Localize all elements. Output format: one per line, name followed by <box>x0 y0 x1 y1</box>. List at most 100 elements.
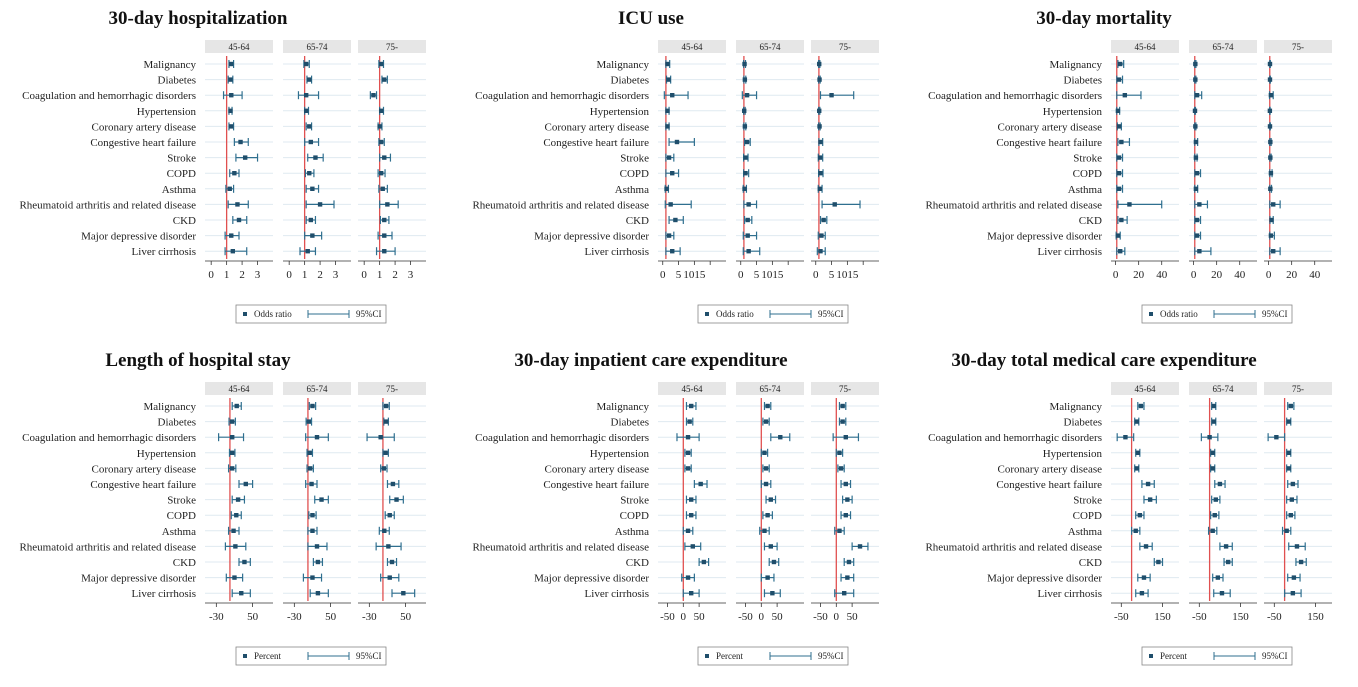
point-estimate <box>665 124 670 129</box>
point-estimate <box>235 202 240 207</box>
category-label: Hypertension <box>137 106 197 118</box>
point-estimate <box>762 450 767 455</box>
point-estimate <box>817 108 822 113</box>
point-estimate <box>228 108 233 113</box>
chart-title: 30-day mortality <box>1036 8 1172 29</box>
x-tick-label: -50 <box>1114 611 1129 623</box>
point-estimate <box>742 186 747 191</box>
point-estimate <box>238 139 243 145</box>
x-tick-label: -50 <box>1192 611 1207 623</box>
point-estimate <box>745 217 750 223</box>
point-estimate <box>845 497 850 502</box>
point-estimate <box>843 513 848 518</box>
point-estimate <box>1286 419 1291 424</box>
category-label: Diabetes <box>611 417 649 429</box>
category-label: Asthma <box>615 526 649 538</box>
point-estimate <box>394 497 399 502</box>
panel-45-64: 45-64 -50 0 50 <box>658 382 726 623</box>
point-estimate <box>1119 217 1124 223</box>
point-estimate <box>1223 544 1229 549</box>
point-estimate <box>668 202 673 207</box>
category-label: Rheumatoid arthritis and related disease <box>472 199 649 211</box>
point-estimate <box>1194 93 1200 98</box>
panel-45-64: 45-64 -50 150 <box>1111 382 1179 623</box>
x-tick-label: 50 <box>772 611 784 623</box>
category-label: Asthma <box>615 184 649 196</box>
point-estimate <box>1122 93 1128 98</box>
x-tick-label: 5 <box>829 269 835 281</box>
x-tick-label: 20 <box>1133 269 1145 281</box>
legend: Odds ratio 95%CI <box>1141 304 1293 324</box>
category-label: COPD <box>167 168 196 180</box>
x-tick-label: 0 <box>738 269 744 281</box>
legend-label-estimate: Odds ratio <box>254 309 292 319</box>
point-estimate <box>817 186 823 191</box>
point-estimate <box>837 450 842 455</box>
point-estimate <box>1271 202 1276 207</box>
point-estimate <box>378 435 383 440</box>
category-label: Asthma <box>162 184 196 196</box>
point-estimate <box>1193 186 1199 191</box>
point-estimate <box>1274 435 1279 440</box>
point-estimate <box>742 124 748 129</box>
panel-header: 45-64 <box>229 42 250 52</box>
x-tick-label: 150 <box>1154 611 1171 623</box>
point-estimate <box>229 61 234 67</box>
panel-header-strip <box>1189 382 1257 395</box>
point-estimate <box>383 419 389 424</box>
panel-header: 45-64 <box>682 42 703 52</box>
point-estimate <box>307 171 312 176</box>
point-estimate <box>230 249 236 254</box>
category-label: Hypertension <box>1043 106 1103 118</box>
category-label: Coronary artery disease <box>92 121 197 133</box>
point-estimate <box>389 559 395 565</box>
x-tick-label: 2 <box>317 269 323 281</box>
category-label: CKD <box>173 557 196 569</box>
point-estimate <box>230 419 235 424</box>
x-tick-label: 1015 <box>761 269 784 281</box>
panel-header: 65-74 <box>307 42 328 52</box>
point-estimate <box>305 249 310 254</box>
category-label: Stroke <box>1073 153 1102 165</box>
legend-label-ci: 95%CI <box>356 309 382 319</box>
x-tick-label: 0 <box>813 269 819 281</box>
x-tick-label: 2 <box>239 269 245 281</box>
point-estimate <box>743 171 748 176</box>
category-label: Rheumatoid arthritis and related disease <box>19 541 196 553</box>
panel-45-64: 45-64 -30 50 <box>205 382 273 623</box>
point-estimate <box>1141 575 1147 580</box>
point-estimate <box>744 93 750 98</box>
category-label: Congestive heart failure <box>543 479 649 491</box>
point-estimate <box>1147 497 1153 502</box>
panel-header-strip <box>1264 40 1332 53</box>
category-label: Malignancy <box>596 401 649 413</box>
point-estimate <box>666 233 672 238</box>
x-tick-label: 0 <box>1266 269 1272 281</box>
chart-title: ICU use <box>618 8 684 29</box>
point-estimate <box>1156 559 1161 565</box>
chart-5: 30-day total medical care expenditure Mal… <box>925 350 1332 666</box>
chart-4: 30-day inpatient care expenditure Maligna… <box>472 350 879 666</box>
point-estimate <box>315 559 321 565</box>
point-estimate <box>1207 435 1212 440</box>
legend: Percent 95%CI <box>235 646 387 666</box>
point-estimate <box>670 249 675 254</box>
panel-header: 75- <box>839 384 851 394</box>
category-label: Liver cirrhosis <box>585 246 649 258</box>
category-label: Malignancy <box>1049 401 1102 413</box>
point-estimate <box>1193 155 1199 160</box>
category-label: Coagulation and hemorrhagic disorders <box>475 432 649 444</box>
point-estimate <box>1116 77 1122 82</box>
category-label: CKD <box>626 557 649 569</box>
panel-65-74: 65-74 0 5 1015 <box>736 40 804 281</box>
point-estimate <box>1267 61 1273 67</box>
point-estimate <box>763 466 769 471</box>
panel-header: 65-74 <box>760 384 781 394</box>
panel-header-strip <box>358 382 426 395</box>
x-tick-label: 20 <box>1211 269 1223 281</box>
panel-header-strip <box>1111 382 1179 395</box>
point-estimate <box>387 513 392 518</box>
x-tick-label: 150 <box>1232 611 1249 623</box>
point-estimate <box>1116 186 1122 191</box>
